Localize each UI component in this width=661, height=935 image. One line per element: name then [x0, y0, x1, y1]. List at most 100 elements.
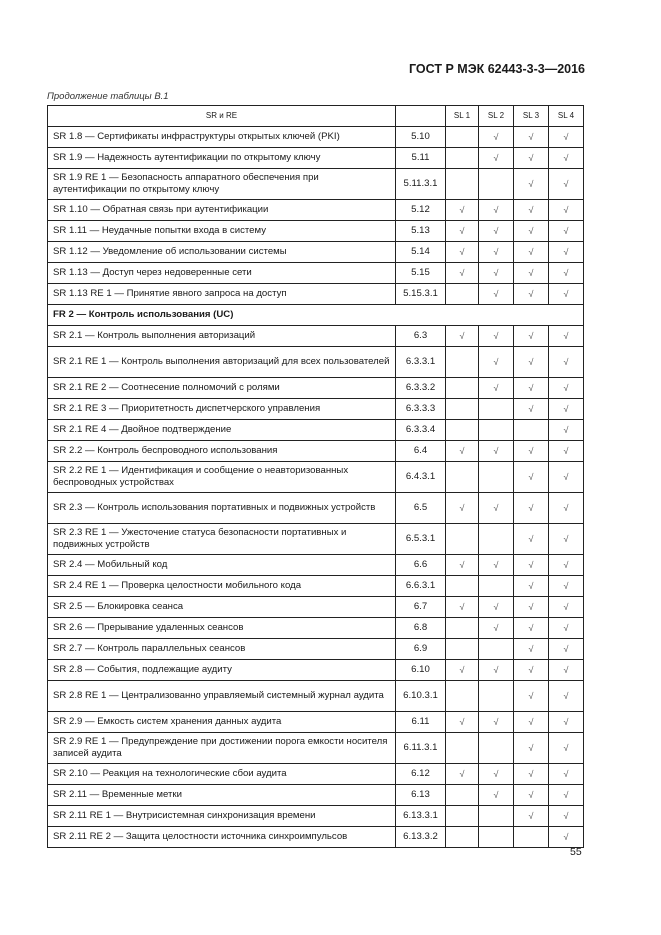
sl2-cell: [478, 638, 514, 660]
sl3-cell: √: [513, 398, 549, 420]
sl2-cell: [478, 168, 514, 200]
check-mark-icon: √: [563, 226, 569, 236]
sl2-cell: [478, 523, 514, 555]
sl1-cell: √: [445, 199, 479, 221]
check-mark-icon: √: [563, 503, 569, 513]
sl4-cell: √: [548, 419, 584, 441]
table-row: SR 2.9 RE 1 — Предупреждение при достиже…: [47, 732, 584, 764]
table-row: SR 2.2 — Контроль беспроводного использо…: [47, 440, 584, 462]
requirement-name: SR 2.4 RE 1 — Проверка целостности мобил…: [47, 575, 396, 597]
check-mark-icon: √: [528, 769, 534, 779]
sl1-cell: [445, 461, 479, 493]
check-mark-icon: √: [493, 153, 499, 163]
table-header-row: SR и RE SL 1 SL 2 SL 3 SL 4: [47, 105, 584, 127]
sl4-cell: √: [548, 732, 584, 764]
check-mark-icon: √: [563, 691, 569, 701]
sl4-cell: √: [548, 325, 584, 347]
check-mark-icon: √: [528, 717, 534, 727]
table-row: SR 2.1 — Контроль выполнения авторизаций…: [47, 325, 584, 347]
sl2-cell: √: [478, 554, 514, 576]
sl4-cell: √: [548, 168, 584, 200]
clause-reference: 6.7: [395, 596, 446, 618]
sl1-cell: [445, 147, 479, 169]
check-mark-icon: √: [528, 623, 534, 633]
sl4-cell: √: [548, 126, 584, 148]
sl2-cell: [478, 398, 514, 420]
check-mark-icon: √: [528, 357, 534, 367]
table-row: SR 1.8 — Сертификаты инфраструктуры откр…: [47, 126, 584, 148]
sl4-cell: √: [548, 461, 584, 493]
table-row: SR 2.10 — Реакция на технологические сбо…: [47, 763, 584, 785]
clause-reference: 5.11: [395, 147, 446, 169]
sl1-cell: [445, 638, 479, 660]
clause-reference: 5.10: [395, 126, 446, 148]
clause-reference: 6.11: [395, 711, 446, 733]
check-mark-icon: √: [459, 503, 465, 513]
check-mark-icon: √: [563, 769, 569, 779]
table-row: SR 2.1 RE 3 — Приоритетность диспетчерск…: [47, 398, 584, 420]
column-header-sl2: SL 2: [478, 105, 514, 127]
check-mark-icon: √: [563, 179, 569, 189]
sl2-cell: [478, 826, 514, 848]
requirement-name: SR 2.1 — Контроль выполнения авторизаций: [47, 325, 396, 347]
table-row: SR 2.11 — Временные метки 6.13 √ √ √: [47, 784, 584, 806]
sl4-cell: √: [548, 241, 584, 263]
sl1-cell: √: [445, 711, 479, 733]
table-row: SR 2.8 RE 1 — Централизованно управляемы…: [47, 680, 584, 712]
clause-reference: 6.9: [395, 638, 446, 660]
sl2-cell: √: [478, 440, 514, 462]
check-mark-icon: √: [493, 560, 499, 570]
clause-reference: 6.3.3.2: [395, 377, 446, 399]
sl4-cell: √: [548, 575, 584, 597]
check-mark-icon: √: [528, 790, 534, 800]
check-mark-icon: √: [563, 383, 569, 393]
sl2-cell: √: [478, 492, 514, 524]
table-body: SR 1.8 — Сертификаты инфраструктуры откр…: [47, 126, 584, 848]
requirement-name: SR 2.3 — Контроль использования портатив…: [47, 492, 396, 524]
clause-reference: 6.13.3.2: [395, 826, 446, 848]
sl3-cell: √: [513, 262, 549, 284]
check-mark-icon: √: [459, 226, 465, 236]
clause-reference: 5.11.3.1: [395, 168, 446, 200]
column-header-ref: [395, 105, 446, 127]
sl2-cell: √: [478, 784, 514, 806]
check-mark-icon: √: [493, 769, 499, 779]
sl4-cell: √: [548, 283, 584, 305]
sl4-cell: √: [548, 711, 584, 733]
page-number: 55: [570, 846, 582, 858]
clause-reference: 5.15.3.1: [395, 283, 446, 305]
sl1-cell: √: [445, 554, 479, 576]
requirement-name: SR 2.5 — Блокировка сеанса: [47, 596, 396, 618]
sl4-cell: √: [548, 398, 584, 420]
sl2-cell: √: [478, 241, 514, 263]
check-mark-icon: √: [563, 717, 569, 727]
check-mark-icon: √: [459, 247, 465, 257]
sl1-cell: √: [445, 241, 479, 263]
table-row: SR 2.11 RE 1 — Внутрисистемная синхрониз…: [47, 805, 584, 827]
sl1-cell: [445, 346, 479, 378]
clause-reference: 6.10.3.1: [395, 680, 446, 712]
sl3-cell: √: [513, 325, 549, 347]
sl3-cell: √: [513, 492, 549, 524]
table-row: SR 1.9 RE 1 — Безопасность аппаратного о…: [47, 168, 584, 200]
check-mark-icon: √: [528, 179, 534, 189]
requirement-name: SR 2.11 — Временные метки: [47, 784, 396, 806]
sl4-cell: √: [548, 659, 584, 681]
check-mark-icon: √: [563, 268, 569, 278]
column-header-sl4: SL 4: [548, 105, 584, 127]
sl1-cell: [445, 398, 479, 420]
check-mark-icon: √: [528, 503, 534, 513]
requirement-name: SR 1.10 — Обратная связь при аутентифика…: [47, 199, 396, 221]
column-header-sl3: SL 3: [513, 105, 549, 127]
sl1-cell: [445, 680, 479, 712]
sl2-cell: √: [478, 283, 514, 305]
requirement-name: SR 2.1 RE 3 — Приоритетность диспетчерск…: [47, 398, 396, 420]
check-mark-icon: √: [528, 404, 534, 414]
sl3-cell: √: [513, 711, 549, 733]
table-row: SR 2.3 RE 1 — Ужесточение статуса безопа…: [47, 523, 584, 555]
sl1-cell: √: [445, 262, 479, 284]
section-row: FR 2 — Контроль использования (UC): [47, 304, 584, 326]
table-row: SR 2.5 — Блокировка сеанса 6.7 √ √ √ √: [47, 596, 584, 618]
check-mark-icon: √: [563, 247, 569, 257]
table-row: SR 2.4 RE 1 — Проверка целостности мобил…: [47, 575, 584, 597]
